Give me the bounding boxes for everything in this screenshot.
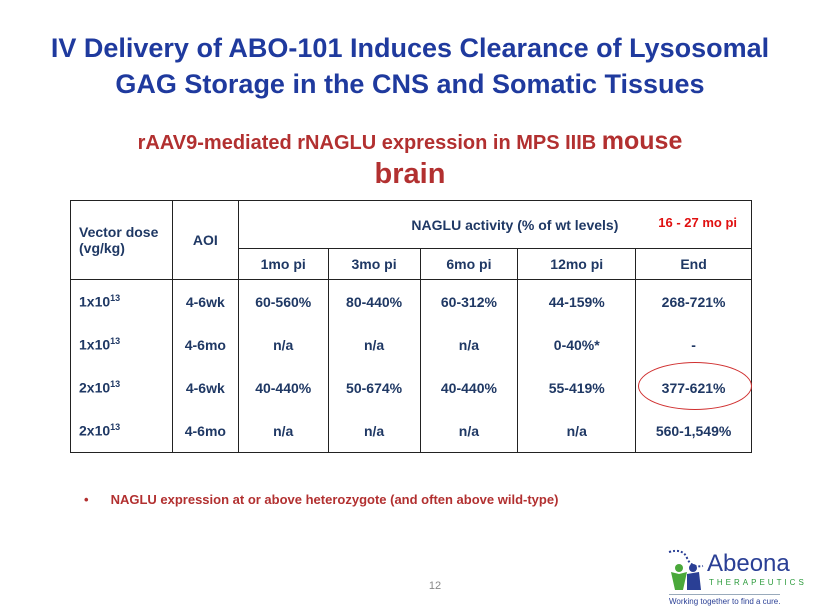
activity-label: NAGLU activity (% of wt levels) xyxy=(411,216,619,233)
dose-cell: 2x1013 xyxy=(70,409,173,453)
header-timepoint: 6mo pi xyxy=(419,248,519,280)
value-cell: n/a xyxy=(327,409,421,453)
naglu-table: Vector dose (vg/kg) AOI NAGLU activity (… xyxy=(70,200,753,453)
value-cell: n/a xyxy=(237,323,329,366)
subtitle: rAAV9-mediated rNAGLU expression in MPS … xyxy=(0,127,820,156)
value-cell: 40-440% xyxy=(419,366,519,409)
slide-title: IV Delivery of ABO-101 Induces Clearance… xyxy=(0,30,820,102)
value-cell: n/a xyxy=(327,323,421,366)
dose-exponent: 13 xyxy=(110,379,121,390)
value-cell: 560-1,549% xyxy=(635,409,752,453)
abeona-logo: Abeona THERAPEUTICS Working together to … xyxy=(665,548,810,608)
header-aoi: AOI xyxy=(171,200,239,280)
value-cell: n/a xyxy=(237,409,329,453)
header-dose: Vector dose (vg/kg) xyxy=(70,200,173,280)
value-cell: 40-440% xyxy=(237,366,329,409)
bullet-text: NAGLU expression at or above heterozygot… xyxy=(110,492,559,507)
end-note: 16 - 27 mo pi xyxy=(658,215,737,230)
header-timepoint: 1mo pi xyxy=(237,248,329,280)
table-row: 2x1013 4-6wk 40-440% 50-674% 40-440% 55-419% 3… xyxy=(70,366,752,409)
highlight-circle xyxy=(638,362,752,410)
value-cell: 268-721% xyxy=(635,279,752,323)
value-cell: 60-560% xyxy=(237,279,329,323)
dose-base: 2x10 xyxy=(79,379,111,396)
subtitle-brain: brain xyxy=(374,158,446,190)
dose-base: 2x10 xyxy=(79,422,111,439)
header-timepoint: 12mo pi xyxy=(517,248,637,280)
bullet-item: • NAGLU expression at or above heterozygo… xyxy=(84,492,559,507)
table-row: 2x1013 4-6mo n/a n/a n/a n/a 560-1,549% xyxy=(70,409,752,453)
logo-name: Abeona xyxy=(707,550,790,577)
page-number: 12 xyxy=(428,580,442,592)
value-cell: 60-312% xyxy=(419,279,519,323)
dose-cell: 2x1013 xyxy=(70,366,173,409)
header-timepoint: 3mo pi xyxy=(327,248,421,280)
value-cell: 55-419% xyxy=(517,366,637,409)
table-row: 1x1013 4-6mo n/a n/a n/a 0-40%* - xyxy=(70,323,752,366)
logo-sub: THERAPEUTICS xyxy=(709,578,807,587)
dose-base: 1x10 xyxy=(79,293,111,310)
logo-tagline: Working together to find a cure. xyxy=(669,594,781,606)
aoi-cell: 4-6mo xyxy=(171,323,239,366)
table-row: 1x1013 4-6wk 60-560% 80-440% 60-312% 44-159% 2… xyxy=(70,279,752,323)
value-cell: 50-674% xyxy=(327,366,421,409)
dose-exponent: 13 xyxy=(110,422,121,433)
aoi-cell: 4-6wk xyxy=(171,366,239,409)
subtitle-text: rAAV9-mediated rNAGLU expression in MPS … xyxy=(137,132,602,154)
subtitle-mouse: mouse xyxy=(601,127,683,155)
dose-exponent: 13 xyxy=(110,336,121,347)
title-line-2: GAG Storage in the CNS and Somatic Tissu… xyxy=(115,69,705,99)
logo-figures-icon xyxy=(668,549,704,590)
dose-cell: 1x1013 xyxy=(70,323,173,366)
dose-exponent: 13 xyxy=(110,293,121,304)
value-cell: n/a xyxy=(419,409,519,453)
aoi-cell: 4-6mo xyxy=(171,409,239,453)
value-cell: n/a xyxy=(517,409,637,453)
aoi-cell: 4-6wk xyxy=(171,279,239,323)
value-cell: 80-440% xyxy=(327,279,421,323)
value-cell: 0-40%* xyxy=(517,323,637,366)
header-activity: NAGLU activity (% of wt levels) 16 - 27 … xyxy=(237,200,753,249)
dose-base: 1x10 xyxy=(79,336,111,353)
dose-cell: 1x1013 xyxy=(70,279,173,323)
value-cell: - xyxy=(635,323,752,366)
value-cell: 44-159% xyxy=(517,279,637,323)
header-timepoint: End xyxy=(635,248,752,280)
value-cell: n/a xyxy=(419,323,519,366)
title-line-1: IV Delivery of ABO-101 Induces Clearance… xyxy=(50,33,770,63)
